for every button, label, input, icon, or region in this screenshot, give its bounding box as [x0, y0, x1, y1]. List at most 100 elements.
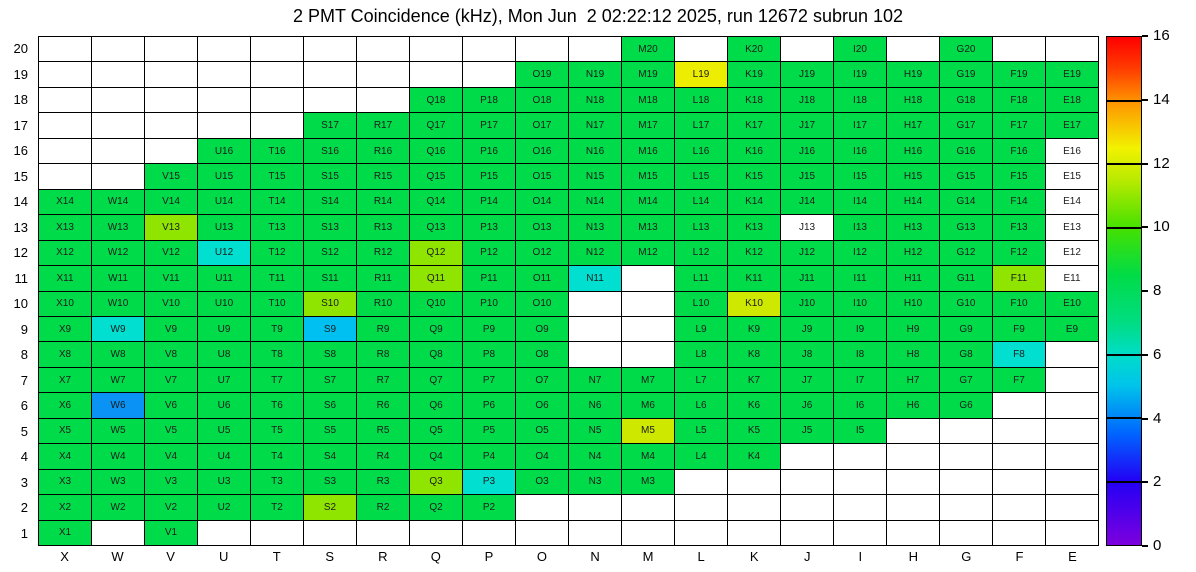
heatmap-cell: O9	[516, 316, 569, 343]
heatmap-cell-empty	[304, 87, 357, 114]
heatmap-cell: T8	[251, 342, 304, 368]
heatmap-cell-empty	[834, 495, 887, 521]
colorbar-level-line	[1107, 99, 1141, 102]
heatmap-cell: L18	[675, 87, 728, 114]
y-axis-tick-label: 2	[20, 500, 28, 516]
heatmap-cell: I16	[834, 138, 887, 165]
heatmap-cell-empty	[304, 520, 357, 546]
heatmap-cell: K18	[728, 87, 781, 114]
heatmap-cell: M3	[622, 469, 675, 496]
heatmap-cell: U13	[198, 215, 251, 241]
heatmap-cell-empty	[834, 444, 887, 470]
heatmap-cell: T11	[251, 266, 304, 292]
heatmap-cell-empty	[1046, 342, 1099, 368]
heatmap-cell: V15	[145, 164, 198, 190]
heatmap-cell: U14	[198, 189, 251, 216]
heatmap-cell: G19	[940, 62, 993, 88]
heatmap-cell-empty	[622, 495, 675, 521]
heatmap-cell: G14	[940, 189, 993, 216]
colorbar-tick	[1142, 481, 1148, 484]
heatmap-cell-empty	[463, 62, 516, 88]
heatmap-cell: K12	[728, 240, 781, 267]
heatmap-cell: O5	[516, 418, 569, 445]
heatmap-cell: T15	[251, 164, 304, 190]
heatmap-cell: W8	[92, 342, 145, 368]
heatmap-cell: O10	[516, 291, 569, 317]
heatmap-cell-empty	[622, 316, 675, 343]
heatmap-cell: W14	[92, 189, 145, 216]
heatmap-cell-empty	[622, 291, 675, 317]
heatmap-cell-empty	[887, 37, 940, 63]
heatmap-cell: V5	[145, 418, 198, 445]
heatmap-cell: P18	[463, 87, 516, 114]
heatmap-cell: Q6	[410, 393, 463, 419]
colorbar-tick	[1142, 35, 1148, 37]
heatmap-cell: V4	[145, 444, 198, 470]
heatmap-cell-empty	[781, 444, 834, 470]
colorbar-tick-label: 16	[1153, 27, 1170, 44]
heatmap-cell: P4	[463, 444, 516, 470]
heatmap-cell-empty	[1046, 469, 1099, 496]
heatmap-cell: P14	[463, 189, 516, 216]
heatmap-cell: O8	[516, 342, 569, 368]
heatmap-cell-empty	[993, 469, 1046, 496]
colorbar-tick-label: 2	[1153, 473, 1162, 491]
x-axis-tick-label: M	[642, 549, 654, 564]
heatmap-cell: R2	[357, 495, 410, 521]
colorbar-level-line	[1107, 417, 1141, 419]
heatmap-cell: Q12	[410, 240, 463, 267]
heatmap-cell-empty	[887, 495, 940, 521]
heatmap-cell: X2	[39, 495, 92, 521]
heatmap-cell: U8	[198, 342, 251, 368]
heatmap-cell-empty	[887, 520, 940, 546]
y-axis-tick-label: 12	[13, 245, 28, 261]
heatmap-cell: I18	[834, 87, 887, 114]
heatmap-cell: M13	[622, 215, 675, 241]
heatmap-cell: N7	[569, 367, 622, 394]
heatmap-cell: I7	[834, 367, 887, 394]
heatmap-cell: T6	[251, 393, 304, 419]
heatmap-cell: I10	[834, 291, 887, 317]
heatmap-cell-empty	[569, 291, 622, 317]
heatmap-cell-empty	[781, 37, 834, 63]
heatmap-cell-empty	[92, 520, 145, 546]
heatmap-cell: Q2	[410, 495, 463, 521]
heatmap-cell-empty	[251, 62, 304, 88]
y-axis-tick-label: 4	[20, 449, 28, 465]
heatmap-cell: L5	[675, 418, 728, 445]
heatmap-cell: F10	[993, 291, 1046, 317]
heatmap-cell-empty	[1046, 367, 1099, 394]
heatmap-cell-empty	[357, 520, 410, 546]
heatmap-cell: Q9	[410, 316, 463, 343]
heatmap-cell: S17	[304, 113, 357, 139]
heatmap-cell: R6	[357, 393, 410, 419]
heatmap-cell: V11	[145, 266, 198, 292]
heatmap-cell: S5	[304, 418, 357, 445]
heatmap-cell: I6	[834, 393, 887, 419]
heatmap-cell: N5	[569, 418, 622, 445]
heatmap-cell: E16	[1046, 138, 1099, 165]
heatmap-cell: F11	[993, 266, 1046, 292]
heatmap-cell-empty	[198, 62, 251, 88]
heatmap-cell: N11	[569, 266, 622, 292]
heatmap-cell: U5	[198, 418, 251, 445]
heatmap-cell: G7	[940, 367, 993, 394]
colorbar-level-line	[1107, 480, 1141, 483]
heatmap-cell-empty	[569, 37, 622, 63]
heatmap-cell: Q4	[410, 444, 463, 470]
colorbar-tick-label: 14	[1153, 90, 1170, 108]
heatmap-cell-empty	[39, 138, 92, 165]
heatmap-cell: T10	[251, 291, 304, 317]
heatmap-cell: S2	[304, 495, 357, 521]
heatmap-cell: K8	[728, 342, 781, 368]
heatmap-cell-empty	[622, 266, 675, 292]
heatmap-cell-empty	[39, 113, 92, 139]
heatmap-cell-empty	[940, 469, 993, 496]
heatmap-cell-empty	[728, 469, 781, 496]
heatmap-cell-empty	[728, 520, 781, 546]
heatmap-cell-empty	[993, 37, 1046, 63]
heatmap-cell: S12	[304, 240, 357, 267]
heatmap-cell-empty	[39, 62, 92, 88]
heatmap-cell: H7	[887, 367, 940, 394]
heatmap-cell: E18	[1046, 87, 1099, 114]
